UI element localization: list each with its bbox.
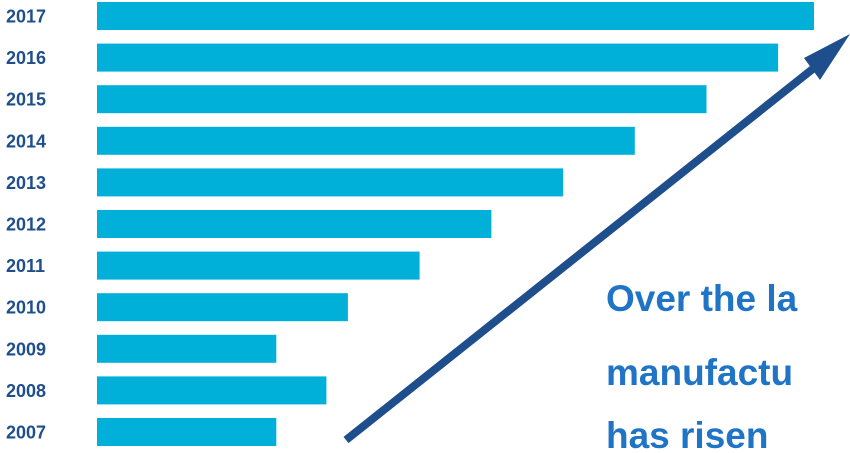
- caption-line-1: Over the la: [606, 278, 798, 319]
- bar-2013: [97, 168, 564, 197]
- trend-arrow-head: [804, 34, 850, 80]
- year-label-2015: 2015: [6, 90, 46, 110]
- year-label-2012: 2012: [6, 215, 46, 235]
- bars-group: [97, 2, 814, 446]
- caption: Over the la manufactu has risen: [606, 278, 798, 453]
- bar-2012: [97, 210, 492, 238]
- bar-2010: [97, 293, 348, 322]
- caption-line-3: has risen: [606, 415, 768, 453]
- year-label-2009: 2009: [6, 339, 46, 359]
- trend-arrow-line: [343, 56, 827, 444]
- bar-2016: [97, 43, 779, 72]
- bar-2015: [97, 85, 707, 114]
- year-label-2008: 2008: [6, 381, 46, 401]
- bar-2011: [97, 251, 420, 280]
- year-label-2014: 2014: [6, 131, 46, 151]
- year-label-2013: 2013: [6, 173, 46, 193]
- year-label-2016: 2016: [6, 48, 46, 68]
- year-label-2010: 2010: [6, 298, 46, 318]
- year-label-2017: 2017: [6, 7, 46, 27]
- bar-2009: [97, 334, 277, 363]
- bar-2014: [97, 126, 635, 155]
- year-labels-group: 2017 2016 2015 2014 2013 2012 2011 2010 2009 2008…: [6, 7, 46, 443]
- trend-arrow: [343, 34, 850, 444]
- caption-line-2: manufactu: [606, 352, 793, 393]
- bar-2008: [97, 376, 327, 405]
- bar-2007: [97, 418, 277, 446]
- bar-2017: [97, 2, 814, 30]
- year-label-2011: 2011: [6, 256, 45, 276]
- year-label-2007: 2007: [6, 423, 46, 443]
